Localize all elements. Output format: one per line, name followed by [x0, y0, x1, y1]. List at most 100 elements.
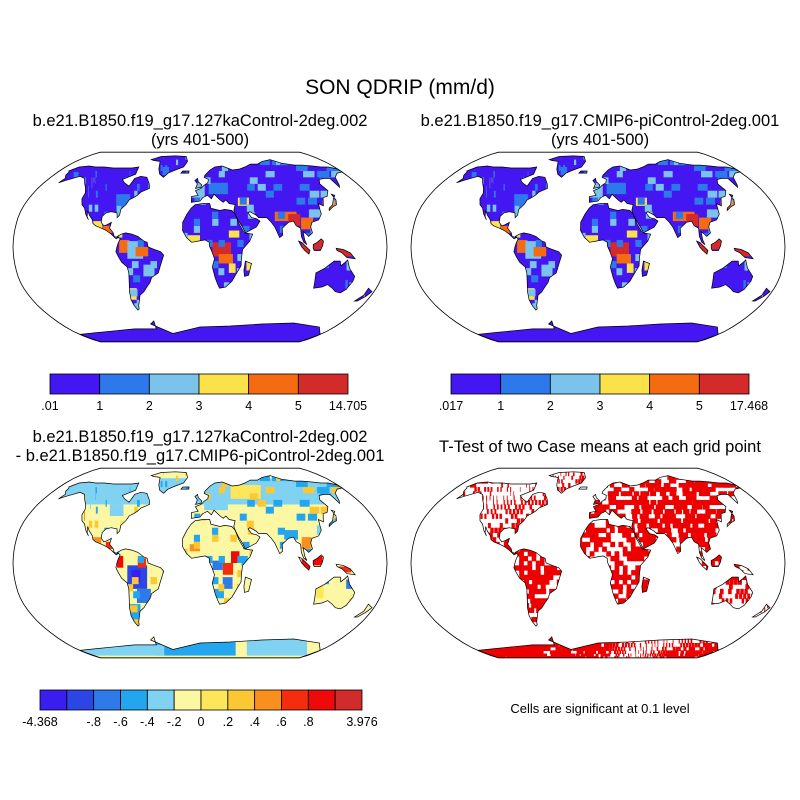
significant-cell [489, 532, 493, 538]
significant-cell [744, 588, 748, 595]
field-patch [743, 279, 746, 292]
significant-cell [490, 527, 494, 534]
significant-cell [669, 491, 677, 497]
significant-cell [511, 523, 515, 529]
colorbar-box [198, 373, 250, 395]
coastline-newzealand [751, 287, 771, 302]
significant-cell [619, 504, 625, 510]
significant-cell [699, 646, 704, 651]
colorbar-label: .6 [276, 715, 286, 729]
field-patch [560, 166, 568, 176]
significant-cell [651, 643, 653, 648]
grid-cell [84, 493, 86, 500]
coastline-africa [580, 519, 652, 605]
significant-cell [633, 643, 636, 648]
significant-cell [519, 570, 525, 576]
significant-cell [621, 643, 625, 648]
significant-cell [605, 653, 608, 657]
significant-cell [590, 656, 595, 658]
significant-cell [572, 472, 575, 477]
grid-cell [563, 165, 566, 172]
significant-cell [605, 504, 610, 510]
significant-cell [654, 487, 661, 492]
significant-cell [592, 646, 596, 651]
significant-cell [623, 646, 626, 651]
coastline-sumatra [695, 556, 709, 571]
significant-cell [608, 495, 613, 501]
significant-cell [579, 656, 584, 658]
significant-cell [635, 574, 640, 581]
significant-cell [610, 570, 616, 576]
significant-cell [689, 653, 694, 657]
significant-cell [658, 653, 662, 657]
colorbar-box [39, 689, 68, 711]
grid-cell [129, 289, 138, 297]
map-top-left-map-border [12, 151, 388, 343]
significant-cell [662, 656, 665, 658]
significant-cell [589, 650, 594, 655]
significant-cell [688, 643, 692, 648]
significant-cell [689, 527, 696, 534]
significant-cell [626, 574, 632, 581]
significant-cell [661, 527, 668, 534]
coastline-newzealand [751, 603, 771, 618]
field-patch [116, 205, 122, 218]
significant-cell [602, 537, 607, 543]
grid-cell [247, 183, 255, 191]
significant-cell [678, 532, 684, 538]
significant-cell [675, 518, 682, 524]
significant-cell [640, 491, 646, 497]
significant-cell [690, 509, 698, 515]
significant-cell [745, 584, 750, 590]
significant-cell [510, 646, 519, 651]
grid-cell [131, 261, 139, 269]
significant-cell [601, 527, 607, 534]
significant-cell [618, 588, 623, 595]
significant-cell [519, 555, 524, 562]
significant-cell [683, 646, 687, 651]
field-patch [541, 264, 553, 277]
significant-cell [614, 551, 620, 557]
significant-cell [698, 518, 705, 524]
significant-cell [590, 523, 595, 529]
significant-cell [601, 509, 607, 515]
significant-cell [663, 638, 665, 644]
significant-cell [646, 509, 652, 515]
significant-cell [718, 491, 728, 497]
significant-cell [527, 565, 533, 571]
significant-cell [622, 579, 628, 585]
grid-cell [616, 268, 623, 276]
field-patch [117, 555, 124, 568]
significant-cell [694, 643, 698, 648]
field-patch [491, 221, 501, 230]
field-patch [88, 186, 90, 198]
significant-cell [593, 532, 599, 538]
significant-cell [572, 656, 577, 658]
significant-cell [532, 579, 538, 585]
grid-cell [493, 171, 495, 178]
significant-cell [499, 513, 502, 519]
significant-cell [684, 482, 693, 488]
grid-cell [265, 171, 275, 178]
field-patch [162, 166, 170, 176]
significant-cell [521, 646, 530, 651]
significant-cell [639, 513, 645, 519]
grid-cell [531, 275, 539, 283]
significant-cell [519, 560, 524, 566]
significant-cell [741, 598, 745, 604]
significant-cell [712, 523, 719, 529]
significant-cell [593, 546, 599, 552]
significant-cell [531, 499, 534, 506]
colorbar-label: .2 [223, 715, 233, 729]
significant-cell [691, 537, 697, 543]
grid-cell [486, 204, 491, 212]
grid-cell [105, 183, 107, 191]
significant-cell [696, 513, 703, 519]
coastline-namerica [58, 165, 150, 240]
significant-cell [629, 527, 635, 534]
grid-cell [299, 183, 310, 191]
significant-cell [610, 541, 616, 548]
significant-cell [739, 593, 743, 599]
significant-cell [621, 482, 627, 488]
significant-cell [688, 650, 692, 655]
